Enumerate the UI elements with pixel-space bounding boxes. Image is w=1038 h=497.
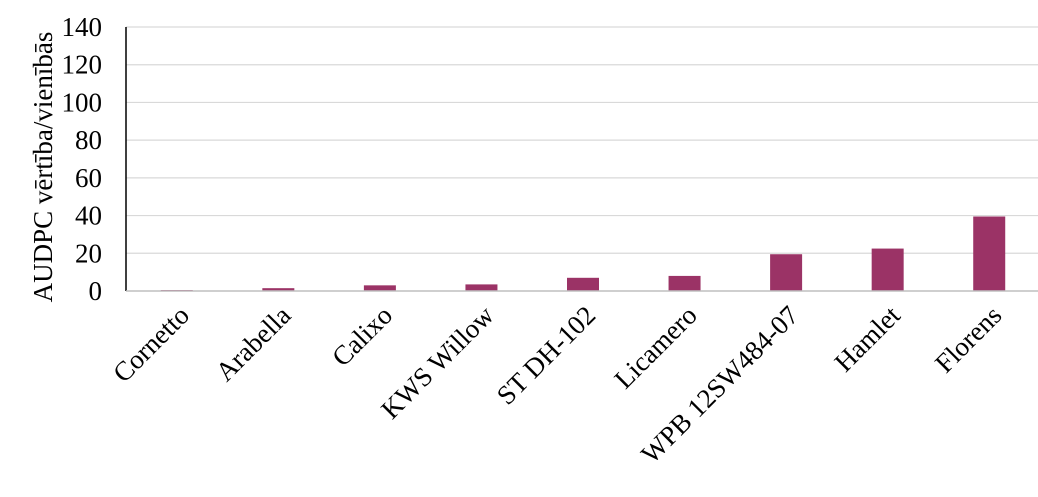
y-tick-labels: 0 20 40 60 80 100 120 140 [62,12,103,306]
bar-wpb-12sw484-07 [770,254,803,291]
x-category-label: Florens [929,300,1007,378]
x-category-label: Calixo [326,300,398,372]
bar-florens [973,216,1006,291]
y-tick-label: 80 [75,125,102,155]
y-tick-label: 0 [89,276,103,306]
bar-kws-willow [465,284,498,291]
y-tick-label: 20 [75,238,102,268]
x-category-label: Arabella [210,300,297,387]
gridlines [126,26,1038,254]
y-tick-label: 100 [62,87,103,117]
x-category-label: Hamlet [828,300,906,378]
x-category-label: Cornetto [107,300,195,388]
x-category-label: ST DH-102 [491,300,601,410]
y-tick-label: 40 [75,201,102,231]
bar-st-dh-102 [567,277,599,291]
bar-calixo [363,285,396,291]
y-tick-label: 60 [75,163,102,193]
bar-hamlet [871,248,904,291]
y-tick-label: 140 [62,12,103,42]
y-axis-title: AUDPC vērtība/vienībās [28,32,58,303]
y-tick-label: 120 [62,50,103,80]
bar-licamero [668,275,701,291]
bar-arabella [262,288,295,291]
x-category-label: Licamero [608,300,702,394]
bars [160,216,1006,292]
